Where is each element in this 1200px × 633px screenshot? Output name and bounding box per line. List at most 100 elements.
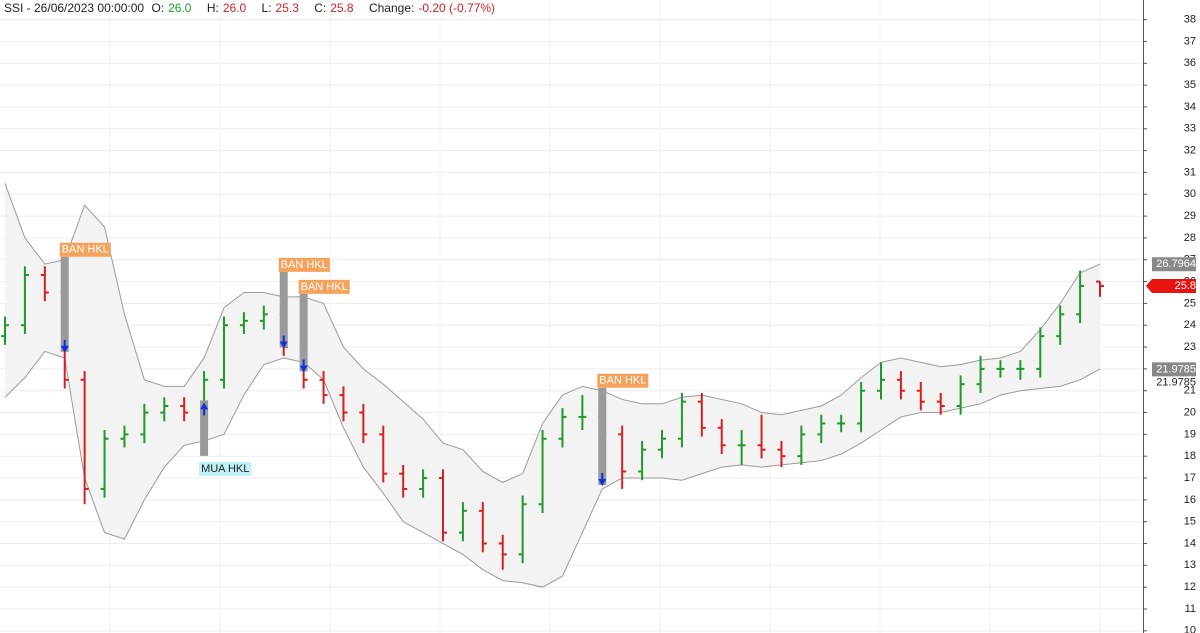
field-label: Change: (368, 1, 415, 15)
ohlc-bar (797, 425, 806, 465)
y-tick-label: 30 (1184, 188, 1196, 200)
field-value: 26.0 (222, 1, 247, 15)
ohlc-bar (399, 464, 408, 498)
ohlc-bar (40, 266, 49, 302)
signal-label: MUA HKL (201, 463, 249, 475)
ohlc-bar (697, 392, 706, 437)
ohlc-bar (837, 414, 846, 433)
header: SSI - 26/06/2023 00:00:00 O: 26.0 H: 26.0 … (4, 1, 507, 15)
y-tick-label: 13 (1184, 559, 1196, 571)
ohlc-bar (478, 502, 487, 553)
ohlc-bar (1096, 280, 1104, 297)
ohlc-bar (239, 312, 248, 334)
y-tick-label: 17 (1184, 472, 1196, 484)
y-tick-label: 16 (1184, 494, 1196, 506)
ohlc-bar (458, 502, 467, 542)
ohlc-bar (379, 425, 388, 483)
ohlc-bar (936, 392, 945, 415)
signal-zone (598, 387, 607, 486)
y-tick-label: 25 (1184, 297, 1196, 309)
y-tick-label: 24 (1184, 319, 1196, 331)
ohlc-bar (777, 440, 786, 468)
signal-label-bg (59, 242, 111, 257)
y-tick-label: 35 (1184, 79, 1196, 91)
ohlc-bar (638, 440, 647, 481)
field-value: 25.3 (275, 1, 299, 15)
ohlc-bar (160, 397, 169, 422)
ohlc-bar (737, 430, 746, 465)
signal-label: BAN HKL (301, 281, 348, 293)
ohlc-bar (518, 495, 527, 564)
ohlc-bar (618, 425, 627, 489)
price-label-bg (1152, 257, 1196, 272)
ohlc-bar (180, 397, 189, 422)
field-label: O: (151, 1, 165, 15)
price-label: 21.9785 (1156, 363, 1196, 375)
ohlc-bar (1076, 270, 1085, 324)
y-tick-label: 34 (1184, 101, 1196, 113)
ohlc-bar (1016, 360, 1025, 380)
symbol: SSI - 26/06/2023 00:00:00 (4, 1, 145, 15)
ohlc-bar (339, 386, 348, 422)
y-tick-label: 38 (1184, 14, 1196, 26)
y-tick-label: 14 (1184, 537, 1196, 549)
field-value: 26.0 (168, 1, 192, 15)
signal-arrow (279, 335, 288, 349)
y-tick-label: 11 (1185, 603, 1196, 615)
y-tick-label: 23 (1184, 341, 1196, 353)
ohlc-bar (439, 469, 447, 542)
ohlc-bar (419, 469, 428, 498)
field-label: L: (261, 1, 272, 15)
ohlc-bar (996, 360, 1005, 378)
field-label: H: (206, 1, 219, 15)
y-tick-label: 18 (1184, 450, 1196, 462)
band-line (4, 350, 1101, 588)
y-tick-label: 37 (1184, 35, 1196, 47)
signal-label: BAN HKL (599, 375, 646, 387)
price-label-bg (1152, 362, 1196, 377)
y-tick-label: 12 (1184, 581, 1196, 593)
signal-zone (299, 293, 308, 372)
ohlc-bar (896, 371, 905, 400)
y-tick-label: 29 (1184, 210, 1196, 222)
ohlc-bar (120, 425, 129, 448)
signal-arrow (299, 359, 308, 373)
ohlc-bar (100, 430, 109, 498)
field-value: -0.20 (-0.77%) (418, 1, 496, 15)
signal-label-bg (199, 461, 252, 476)
signal-arrow (60, 339, 69, 353)
ohlc-bar (140, 403, 149, 444)
price-label: 21.9785 (1156, 376, 1196, 388)
ohlc-bar (558, 408, 567, 448)
signal-zone (279, 271, 288, 348)
ohlc-bar (976, 355, 985, 393)
y-tick-label: 10 (1184, 625, 1196, 633)
price-label: 26.7964 (1156, 258, 1196, 270)
field-value: 25.8 (330, 1, 354, 15)
ohlc-bar (817, 414, 826, 444)
ohlc-bar (658, 430, 666, 459)
band-line (4, 183, 1101, 483)
ohlc-bar (677, 392, 686, 448)
ohlc-bar (1056, 305, 1065, 345)
signal-label-bg (298, 279, 350, 294)
ohlc-bar (877, 362, 885, 400)
ohlc-bar (757, 414, 766, 459)
y-tick-label: 33 (1184, 123, 1196, 135)
signal-label-bg (597, 373, 649, 388)
ohlc-bar (359, 403, 368, 444)
signal-arrow (200, 402, 209, 416)
ohlc-bar (1, 316, 9, 345)
signal-label: BAN HKL (62, 244, 109, 256)
signal-zone (60, 256, 69, 352)
ohlc-bar (259, 305, 268, 330)
y-tick-label: 36 (1184, 57, 1196, 69)
ohlc-bar (956, 375, 965, 415)
y-tick-label: 28 (1184, 232, 1196, 244)
y-tick-label: 20 (1184, 406, 1196, 418)
ohlc-bar (578, 395, 587, 431)
signal-zone (200, 400, 209, 456)
ohlc-bar (717, 419, 726, 455)
